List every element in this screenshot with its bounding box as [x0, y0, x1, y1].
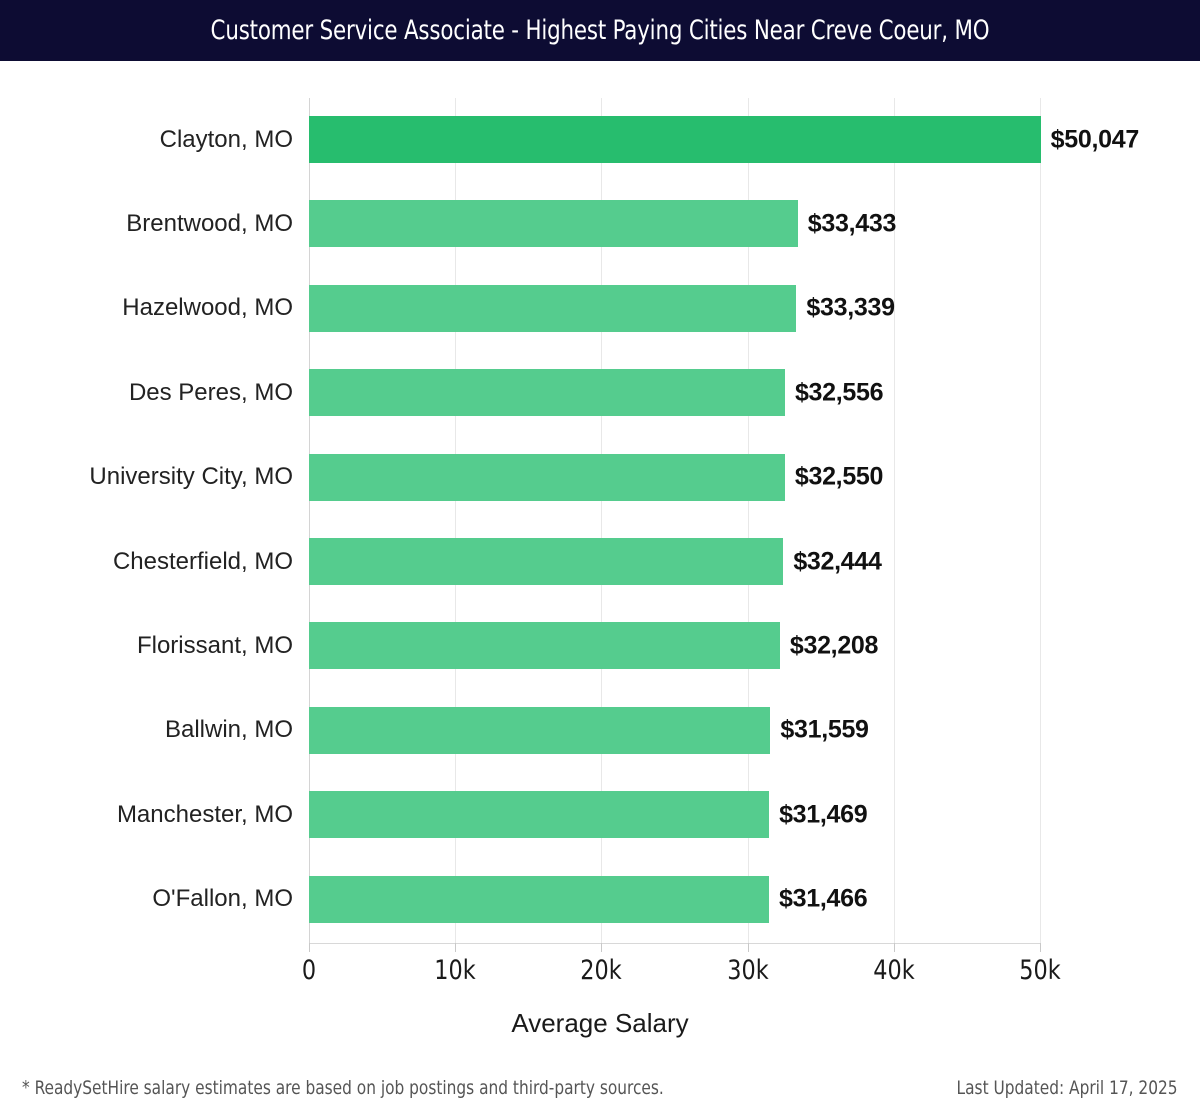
bar[interactable]: [309, 453, 785, 501]
page-title: Customer Service Associate - Highest Pay…: [210, 15, 990, 46]
bar[interactable]: [309, 875, 770, 923]
gridline: [1040, 98, 1041, 943]
y-axis-line: [309, 98, 310, 943]
bar-category-label: O'Fallon, MO: [152, 885, 293, 913]
x-axis-line: [309, 943, 1040, 944]
bar[interactable]: [309, 116, 1041, 163]
plot-area: 0 10k 20k 30k 40k 50k Clayton, MO $50,047 Brentw…: [89, 98, 1139, 986]
bar[interactable]: [309, 791, 770, 839]
bar[interactable]: [309, 622, 780, 670]
gridline: [747, 98, 749, 943]
bar-row[interactable]: Ballwin, MO $31,559: [165, 706, 1040, 754]
bar-value-label: $33,433: [807, 209, 897, 238]
bar-value-label: $31,559: [780, 715, 869, 744]
bar-value-label: $33,339: [806, 293, 895, 322]
bar-category-label: University City, MO: [89, 463, 293, 491]
x-axis-tick: [601, 943, 603, 952]
bar-row[interactable]: Florissant, MO $32,208: [137, 622, 1040, 670]
x-axis-tick: [893, 943, 895, 952]
bar-category-label: Manchester, MO: [116, 800, 293, 828]
bar-row[interactable]: Hazelwood, MO $33,339: [122, 284, 1040, 332]
x-axis-tick-label: 30k: [726, 955, 769, 986]
bar-value-label: $32,444: [793, 547, 882, 575]
bar-value-label: $32,208: [789, 631, 879, 660]
header-bar: Customer Service Associate - Highest Pay…: [0, 0, 1200, 61]
bar[interactable]: [309, 538, 784, 585]
x-axis-tick: [1040, 943, 1041, 952]
bar-row[interactable]: Brentwood, MO $33,433: [126, 200, 1040, 248]
x-axis-tick-label: 0: [301, 955, 317, 986]
x-axis-tick-label: 50k: [1019, 955, 1061, 986]
bar-category-label: Chesterfield, MO: [112, 547, 293, 575]
gridline: [601, 98, 603, 943]
bar[interactable]: [309, 369, 785, 417]
bar-value-label: $50,047: [1050, 125, 1140, 153]
bar-category-label: Hazelwood, MO: [122, 294, 293, 322]
x-axis-tick: [747, 943, 749, 952]
bar-row[interactable]: Clayton, MO $50,047: [160, 116, 1139, 163]
gridline: [455, 98, 457, 943]
x-axis-tick: [455, 943, 457, 952]
bar[interactable]: [309, 200, 798, 248]
bar-category-label: Clayton, MO: [159, 125, 293, 153]
x-axis-tick-label: 20k: [580, 955, 623, 986]
bar-category-label: Brentwood, MO: [126, 209, 293, 237]
bar[interactable]: [309, 284, 797, 332]
bar-value-label: $32,556: [794, 378, 884, 407]
x-axis-tick-label: 10k: [434, 955, 476, 986]
footer-disclaimer: * ReadySetHire salary estimates are base…: [22, 1077, 664, 1099]
bar-row[interactable]: Des Peres, MO $32,556: [129, 369, 1040, 417]
x-axis-tick-label: 40k: [873, 955, 915, 986]
bar-category-label: Des Peres, MO: [128, 378, 293, 406]
bar-row[interactable]: Chesterfield, MO $32,444: [113, 538, 1040, 585]
bar-value-label: $31,469: [779, 800, 868, 829]
bar-value-label: $32,550: [794, 462, 884, 491]
bar-category-label: Florissant, MO: [136, 631, 293, 659]
gridline: [893, 98, 895, 943]
x-axis-title: Average Salary: [511, 1008, 689, 1038]
x-axis-tick: [309, 943, 310, 952]
bar-category-label: Ballwin, MO: [164, 716, 293, 744]
bar-row[interactable]: Manchester, MO $31,469: [117, 791, 1040, 839]
bar-value-label: $31,466: [779, 884, 868, 913]
bar-row[interactable]: O'Fallon, MO $31,466: [152, 875, 1040, 923]
bar-row[interactable]: University City, MO $32,550: [89, 453, 1040, 501]
bar[interactable]: [309, 706, 771, 754]
footer-last-updated: Last Updated: April 17, 2025: [956, 1077, 1178, 1099]
